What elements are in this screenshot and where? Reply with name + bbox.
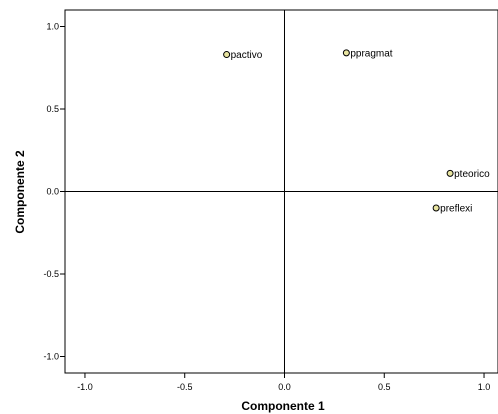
point-marker-pactivo — [223, 51, 231, 59]
point-marker-preflexi — [432, 204, 440, 212]
y-tick-label: -1.0 — [43, 352, 59, 362]
y-axis-title: Componente 2 — [13, 150, 27, 234]
point-label-preflexi: preflexi — [440, 204, 472, 215]
point-label-ppragmat: ppragmat — [350, 48, 392, 59]
x-axis-title: Componente 1 — [241, 399, 325, 413]
point-marker-pteorico — [446, 169, 454, 177]
data-points: pactivo ppragmat pteorico preflexi — [223, 48, 490, 215]
y-axis: 1.0 0.5 0.0 -0.5 -1.0 — [43, 22, 65, 362]
x-axis: -1.0 -0.5 0.0 0.5 1.0 — [77, 373, 490, 392]
x-tick-label: -0.5 — [177, 382, 193, 392]
y-tick-label: 0.5 — [46, 104, 59, 114]
y-tick-label: -0.5 — [43, 269, 59, 279]
y-tick-label: 1.0 — [46, 22, 59, 32]
x-tick-label: -1.0 — [77, 382, 93, 392]
y-tick-label: 0.0 — [46, 187, 59, 197]
reference-lines — [65, 10, 498, 373]
point-label-pteorico: pteorico — [454, 169, 490, 180]
x-tick-label: 0.0 — [278, 382, 291, 392]
x-tick-label: 1.0 — [478, 382, 491, 392]
x-tick-label: 0.5 — [378, 382, 391, 392]
point-marker-ppragmat — [342, 49, 350, 57]
point-label-pactivo: pactivo — [231, 50, 263, 61]
